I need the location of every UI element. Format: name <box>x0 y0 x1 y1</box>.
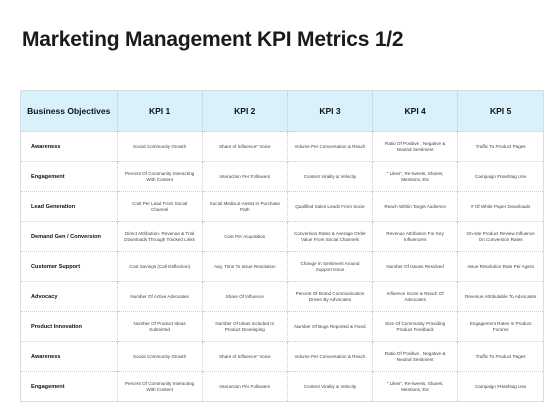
kpi-cell: Traffic To Product Pages <box>457 341 543 372</box>
objective-cell: Advocacy <box>21 281 118 312</box>
kpi-cell: Number Of Active Advocates <box>117 281 203 312</box>
table-header-row: Business Objectives KPI 1 KPI 2 KPI 3 KP… <box>21 91 543 132</box>
kpi-cell: Volume Per Conversation & Reach <box>287 341 374 372</box>
kpi-cell: Number Of Ideas Included In Product Deve… <box>202 311 288 342</box>
kpi-cell: Change In Sentiment Around Support Issue <box>287 251 374 282</box>
table-row: Demand Gen / Conversion Direct Attributi… <box>21 221 543 252</box>
kpi-cell: Percent Of Community Interacting With Co… <box>117 371 203 401</box>
table-row: Engagement Percent Of Community Interact… <box>21 161 543 192</box>
kpi-cell: Size Of Community Providing Product Feed… <box>372 311 459 342</box>
header-kpi-5: KPI 5 <box>457 91 543 132</box>
kpi-cell: # Of White Paper Downloads <box>457 191 543 222</box>
table-row: Product Innovation Number Of Product Ide… <box>21 311 543 342</box>
kpi-cell: Share of Influence* Voice <box>202 341 288 372</box>
objective-cell: Awareness <box>21 131 118 162</box>
kpi-table-container: Business Objectives KPI 1 KPI 2 KPI 3 KP… <box>20 90 544 402</box>
header-business-objectives: Business Objectives <box>21 91 118 132</box>
kpi-cell: Share Of Influence <box>202 281 288 312</box>
objective-cell: Product Innovation <box>21 311 118 342</box>
kpi-cell: Social Media ̶S-Assist In Purchase Path <box>202 191 288 222</box>
objective-cell: Customer Support <box>21 251 118 282</box>
kpi-cell: Revenue Attributable To Advocates <box>457 281 543 312</box>
objective-cell: Engagement <box>21 161 118 192</box>
table-row: Customer Support Cost Savings (Call Defl… <box>21 251 543 282</box>
kpi-cell: Influence Score & Reach Of Advocates <box>372 281 459 312</box>
objective-cell: Demand Gen / Conversion <box>21 221 118 252</box>
kpi-cell: " Likes", Re-tweets, Shares, Mentions, E… <box>372 371 459 401</box>
kpi-cell: Direct Attribution- Revenue & Trial Down… <box>117 221 203 252</box>
objective-cell: Engagement <box>21 371 118 401</box>
table-row: Lead Generation Cost Per Lead From Socia… <box>21 191 543 222</box>
header-kpi-2: KPI 2 <box>202 91 288 132</box>
kpi-cell: Share of Influence* Voice <box>202 131 288 162</box>
kpi-cell: Number Of Product Ideas Submitted <box>117 311 203 342</box>
kpi-cell: Avg. Time To Issue Resolution <box>202 251 288 282</box>
kpi-cell: Conversion Rates & Average Order Value F… <box>287 221 374 252</box>
kpi-cell: Number Of Bugs Reported & Fixed <box>287 311 374 342</box>
kpi-cell: Cost Savings (Call Deflection) <box>117 251 203 282</box>
table-row: Awareness Social Community Growth Share … <box>21 341 543 372</box>
header-kpi-4: KPI 4 <box>372 91 459 132</box>
kpi-cell: Campaign #Hashtag Use <box>457 371 543 401</box>
objective-cell: Awareness <box>21 341 118 372</box>
kpi-table: Business Objectives KPI 1 KPI 2 KPI 3 KP… <box>21 91 543 401</box>
kpi-cell: Interaction Per Followers <box>202 161 288 192</box>
kpi-cell: Social Community Growth <box>117 341 203 372</box>
kpi-cell: Ratio Of Positive , Negative & Neutral S… <box>372 341 459 372</box>
header-kpi-3: KPI 3 <box>287 91 374 132</box>
kpi-cell: Issue Resolution Rate Per Agent <box>457 251 543 282</box>
kpi-cell: Revenue Attribution For Key Influencers <box>372 221 459 252</box>
kpi-cell: Cost Per Acquisition <box>202 221 288 252</box>
kpi-cell: Percent Of Community Interacting With Co… <box>117 161 203 192</box>
kpi-cell: Content Virality & Velocity <box>287 371 374 401</box>
table-row: Engagement Percent Of Community Interact… <box>21 371 543 401</box>
kpi-cell: Campaign #Hashtag Use <box>457 161 543 192</box>
kpi-cell: Traffic To Product Pages <box>457 131 543 162</box>
kpi-cell: " Likes", Re-tweets, Shares, Mentions, E… <box>372 161 459 192</box>
kpi-cell: Ratio Of Positive , Negative & Neutral S… <box>372 131 459 162</box>
table-row: Awareness Social Community Growth Share … <box>21 131 543 162</box>
header-kpi-1: KPI 1 <box>117 91 203 132</box>
kpi-cell: On-site Product Review Influence On Conv… <box>457 221 543 252</box>
kpi-cell: Content Virality & Velocity <box>287 161 374 192</box>
table-row: Advocacy Number Of Active Advocates Shar… <box>21 281 543 312</box>
kpi-cell: Reach Within Target Audience <box>372 191 459 222</box>
page-title: Marketing Management KPI Metrics 1/2 <box>22 28 404 51</box>
kpi-cell: Cost Per Lead From Social Channel <box>117 191 203 222</box>
objective-cell: Lead Generation <box>21 191 118 222</box>
kpi-cell: Qualified Sales Leads From Socie <box>287 191 374 222</box>
kpi-cell: Engagement Rates In Product Forums <box>457 311 543 342</box>
kpi-cell: Number Of Issues Resolved <box>372 251 459 282</box>
kpi-cell: Percent Of Brand Communication Driven By… <box>287 281 374 312</box>
kpi-cell: Interaction Per Followers <box>202 371 288 401</box>
kpi-cell: Volume Per Conversation & Reach <box>287 131 374 162</box>
kpi-cell: Social Community Growth <box>117 131 203 162</box>
